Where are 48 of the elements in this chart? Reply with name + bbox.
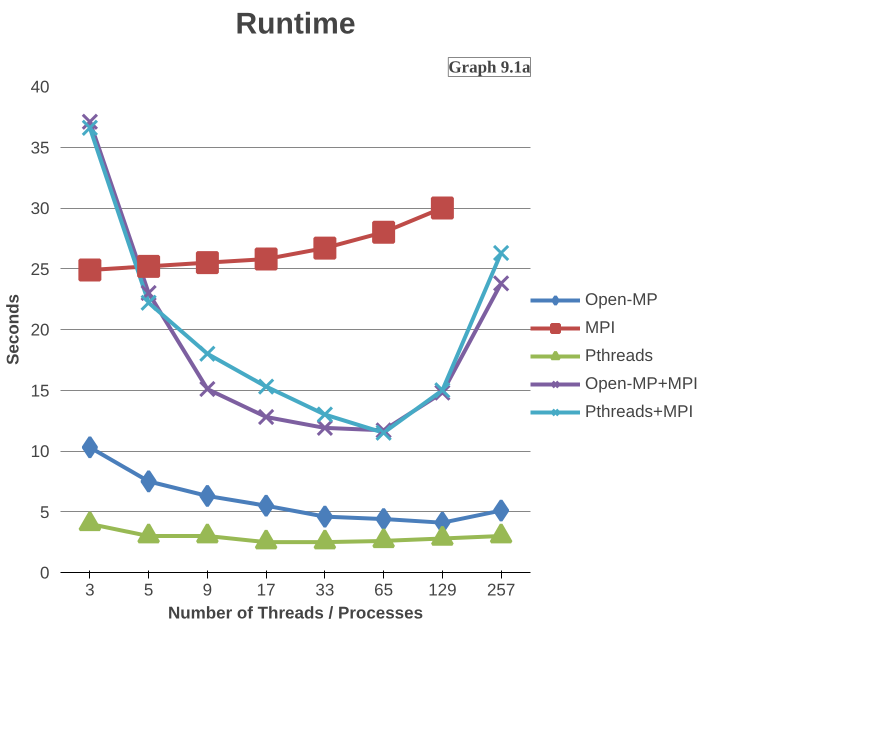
- point: [258, 494, 274, 518]
- x-tick-label: 5: [144, 580, 154, 600]
- point: [199, 484, 216, 508]
- y-tick-label: 15: [30, 381, 50, 400]
- point: [254, 248, 278, 271]
- point: [316, 406, 334, 424]
- point: [258, 408, 275, 426]
- y-tick-label: 10: [30, 442, 50, 461]
- y-axis-title: Seconds: [4, 294, 23, 365]
- x-tick-label: 33: [315, 580, 334, 600]
- y-tick-label: 25: [30, 260, 50, 279]
- x-axis-title: Number of Threads / Processes: [168, 604, 424, 622]
- x-tick-label: 9: [202, 580, 212, 600]
- point: [375, 508, 392, 531]
- point: [137, 254, 160, 278]
- legend-label: Open-MP+MPI: [585, 374, 698, 394]
- legend-label: Open-MP: [585, 290, 658, 310]
- legend-label: Pthreads+MPI: [585, 402, 694, 422]
- x-tick-label: 17: [256, 580, 276, 600]
- point: [372, 220, 396, 244]
- point: [140, 470, 157, 493]
- point: [313, 236, 336, 260]
- x-tick-label: 257: [486, 580, 516, 600]
- point: [82, 436, 98, 459]
- point: [140, 294, 158, 312]
- point: [78, 258, 102, 282]
- y-tick-label: 40: [30, 78, 50, 96]
- legend-label: Pthreads: [585, 346, 654, 366]
- legend-label: MPI: [585, 318, 616, 338]
- point: [492, 499, 510, 522]
- point: [430, 196, 454, 220]
- point: [81, 119, 98, 136]
- y-tick-label: 30: [30, 199, 50, 218]
- point: [258, 378, 275, 396]
- point: [196, 251, 219, 274]
- point: [198, 380, 216, 398]
- y-tick-label: 35: [30, 138, 50, 158]
- y-tick-label: 20: [30, 320, 50, 340]
- y-tick-label: 5: [40, 502, 50, 522]
- point: [492, 274, 510, 292]
- x-tick-label: 65: [374, 580, 394, 600]
- point: [492, 244, 510, 262]
- point: [198, 345, 216, 362]
- x-tick-label: 129: [428, 580, 457, 600]
- x-tick-label: 3: [85, 580, 95, 600]
- point: [316, 505, 334, 528]
- chart-title: Runtime: [236, 8, 356, 40]
- y-tick-label: 0: [40, 564, 50, 582]
